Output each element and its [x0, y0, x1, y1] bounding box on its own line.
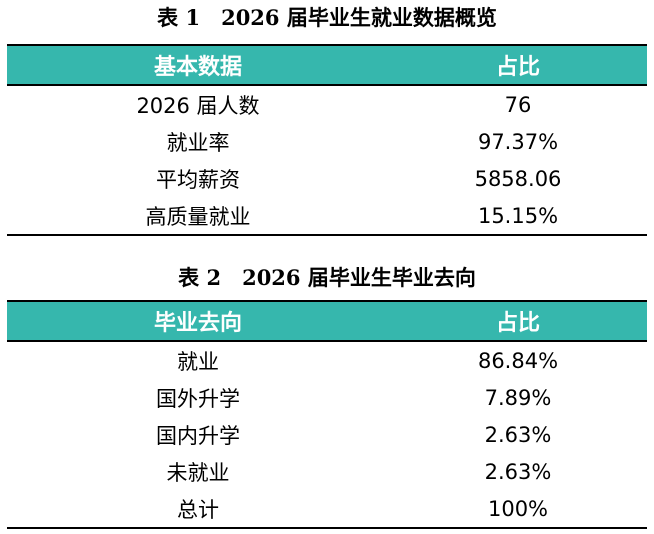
table-row: 国外升学 7.89%: [7, 379, 647, 416]
table2-header-destination: 毕业去向: [7, 300, 389, 342]
table-row: 高质量就业 15.15%: [7, 197, 647, 236]
row-label: 平均薪资: [156, 167, 240, 192]
row-value: 2.63%: [484, 459, 552, 484]
table-row: 2026 届人数 76: [7, 84, 647, 123]
row-value: 5858.06: [474, 166, 562, 191]
table1-employment-overview: 基本数据 占比 2026 届人数 76 就业率 97.37% 平均薪资 5858…: [7, 44, 647, 236]
table-row: 就业率 97.37%: [7, 123, 647, 160]
table1-caption: 表 1 2026 届毕业生就业数据概览: [157, 5, 497, 30]
row-value: 15.15%: [389, 197, 647, 236]
table-row: 平均薪资 5858.06: [7, 160, 647, 197]
row-label: 总计: [7, 490, 389, 529]
row-label: 高质量就业: [7, 197, 389, 236]
table1-header-basic-data: 基本数据: [7, 44, 389, 86]
table-row: 未就业 2.63%: [7, 453, 647, 490]
table2-graduate-destinations: 毕业去向 占比 就业 86.84% 国外升学 7.89% 国内升学 2.63% …: [7, 300, 647, 529]
table1-header-row: 基本数据 占比: [7, 44, 647, 86]
table-row: 总计 100%: [7, 490, 647, 529]
row-value: 2.63%: [484, 422, 552, 447]
table2-caption: 表 2 2026 届毕业生毕业去向: [178, 265, 476, 290]
row-label: 就业: [7, 340, 389, 379]
row-value: 100%: [389, 490, 647, 529]
table2-header-ratio: 占比: [389, 300, 647, 342]
row-label: 国外升学: [156, 386, 240, 411]
row-value: 76: [389, 84, 647, 123]
row-label: 国内升学: [156, 423, 240, 448]
row-value: 97.37%: [477, 129, 559, 154]
row-label: 就业率: [166, 130, 230, 155]
row-label: 未就业: [166, 460, 230, 485]
table-row: 国内升学 2.63%: [7, 416, 647, 453]
row-value: 7.89%: [484, 385, 552, 410]
row-label: 2026 届人数: [7, 84, 389, 123]
table1-header-ratio: 占比: [389, 44, 647, 86]
table-row: 就业 86.84%: [7, 340, 647, 379]
row-value: 86.84%: [389, 340, 647, 379]
table2-header-row: 毕业去向 占比: [7, 300, 647, 342]
